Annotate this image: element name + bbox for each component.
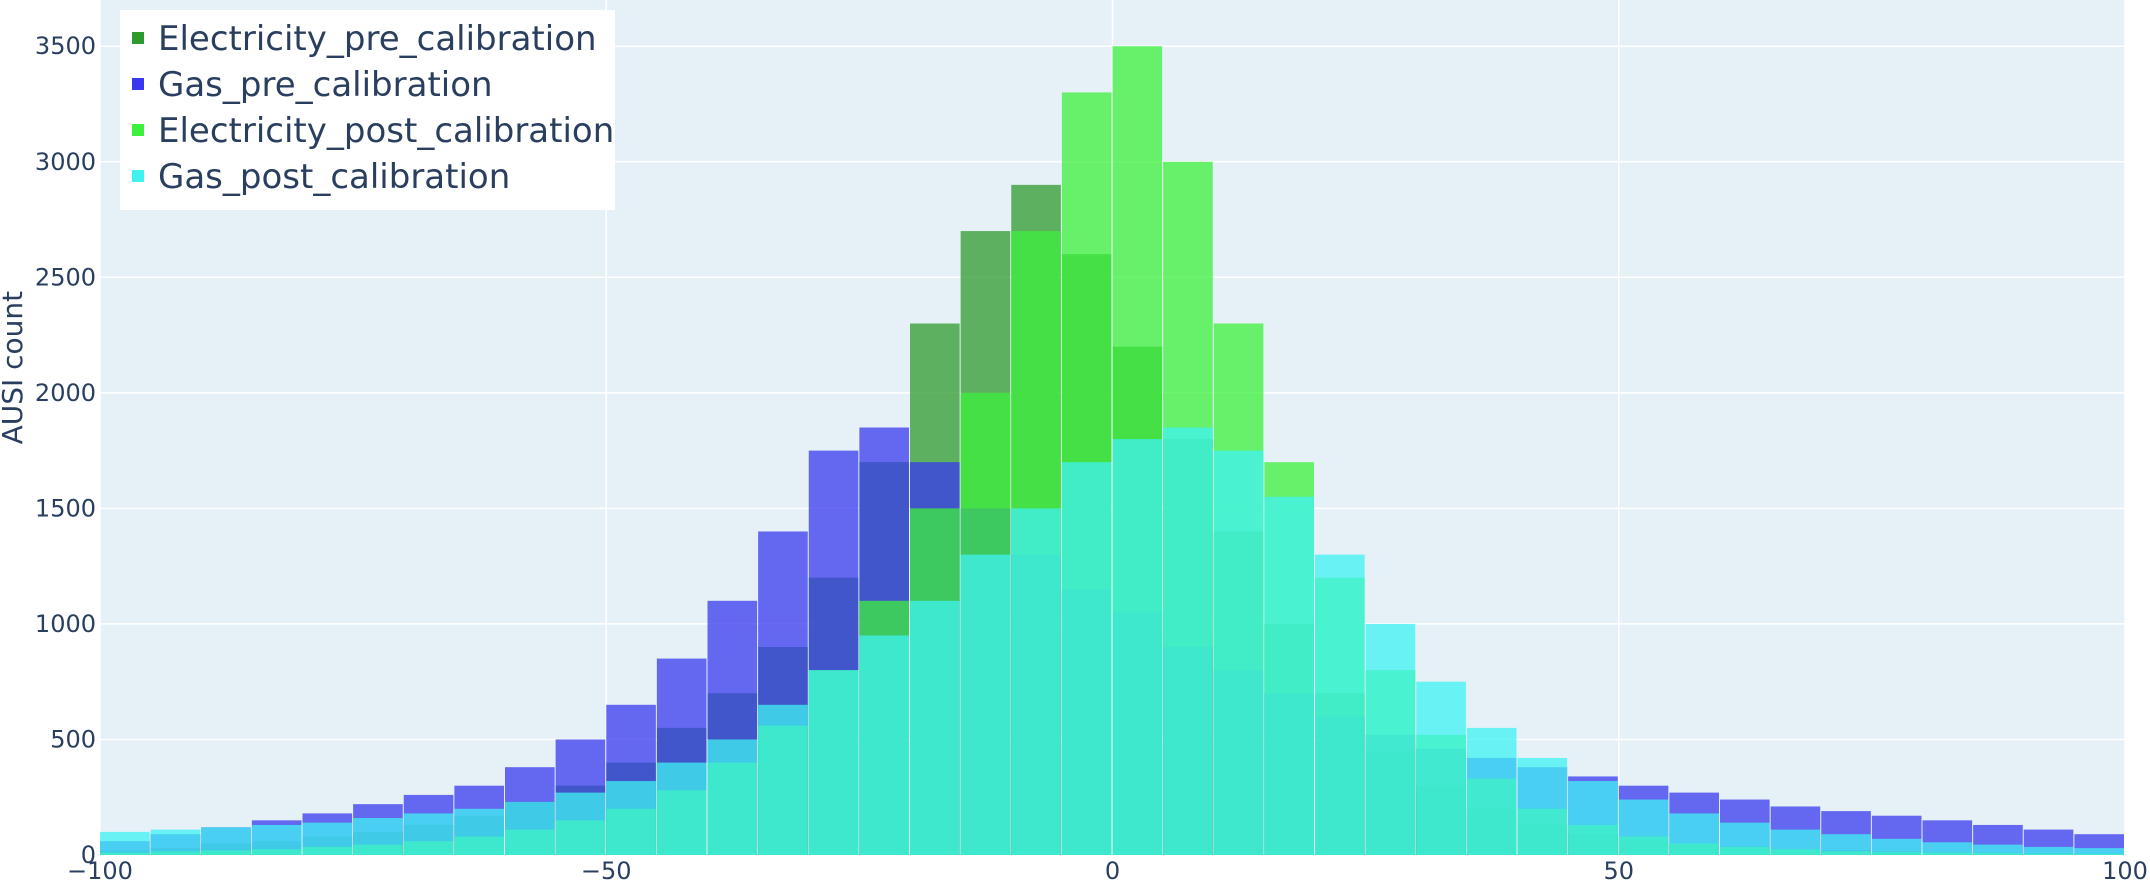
legend-entry[interactable]: Electricity_pre_calibration: [158, 19, 597, 59]
bar: [201, 827, 251, 855]
legend-swatch: [132, 32, 144, 44]
legend-swatch: [132, 78, 144, 90]
bar: [251, 824, 302, 855]
bar: [1720, 822, 1770, 855]
bar: [100, 831, 150, 855]
bar: [1821, 834, 1871, 855]
y-tick-label: 2000: [35, 379, 96, 407]
bar: [1213, 450, 1264, 855]
bar: [150, 829, 201, 855]
legend-swatch: [132, 170, 144, 182]
bar: [1416, 681, 1466, 855]
bar: [1163, 427, 1213, 855]
bar: [1365, 623, 1416, 855]
bar: [555, 792, 606, 855]
legend-entry[interactable]: Gas_post_calibration: [158, 157, 510, 197]
x-tick-label: 50: [1603, 857, 1634, 881]
y-axis-ticks: 0 500 1000 1500 2000 2500 3000 3500: [35, 32, 96, 869]
y-axis-title: AUSI count: [0, 291, 29, 445]
bar: [1973, 844, 2023, 855]
legend-swatch: [132, 124, 144, 136]
bar: [1770, 829, 1821, 855]
bar: [707, 739, 758, 855]
bar: [1922, 842, 1973, 855]
series-Gas_post_calibration: [100, 427, 2124, 855]
x-tick-label: −50: [581, 857, 632, 881]
bar: [1517, 757, 1568, 855]
bar: [656, 762, 707, 855]
y-tick-label: 3500: [35, 32, 96, 60]
x-tick-label: −100: [67, 857, 133, 881]
bar: [606, 781, 656, 855]
bar: [1618, 799, 1669, 855]
bar: [302, 822, 353, 855]
legend-box: [120, 10, 615, 210]
bar: [910, 600, 960, 855]
y-tick-label: 2500: [35, 263, 96, 291]
bar: [859, 635, 909, 855]
y-tick-label: 500: [50, 725, 96, 753]
y-tick-label: 0: [81, 841, 96, 869]
x-axis-ticks: −100 −50 0 50 100: [67, 857, 2148, 881]
y-tick-label: 3000: [35, 148, 96, 176]
bar: [960, 554, 1011, 855]
bar: [1871, 838, 1922, 855]
y-tick-label: 1000: [35, 610, 96, 638]
legend-entry[interactable]: Gas_pre_calibration: [158, 65, 493, 105]
bar: [505, 801, 555, 855]
bar: [403, 813, 454, 855]
bar: [1264, 496, 1314, 855]
x-tick-label: 100: [2102, 857, 2148, 881]
bar: [1315, 554, 1365, 855]
x-tick-label: 0: [1105, 857, 1120, 881]
bar: [1568, 781, 1618, 855]
bar: [454, 808, 504, 855]
bar: [1061, 462, 1112, 855]
bar: [2074, 848, 2124, 855]
legend-entry[interactable]: Electricity_post_calibration: [158, 111, 614, 151]
bar: [1011, 508, 1061, 855]
bar: [808, 670, 859, 855]
bar: [1112, 439, 1163, 855]
bar: [1669, 813, 1719, 855]
bar: [758, 704, 808, 855]
bars-layer: [100, 46, 2124, 856]
bar: [1466, 727, 1517, 855]
bar: [2023, 846, 2074, 855]
bar: [353, 818, 403, 855]
y-tick-label: 1500: [35, 494, 96, 522]
legend: Electricity_pre_calibration Gas_pre_calib…: [120, 10, 615, 210]
